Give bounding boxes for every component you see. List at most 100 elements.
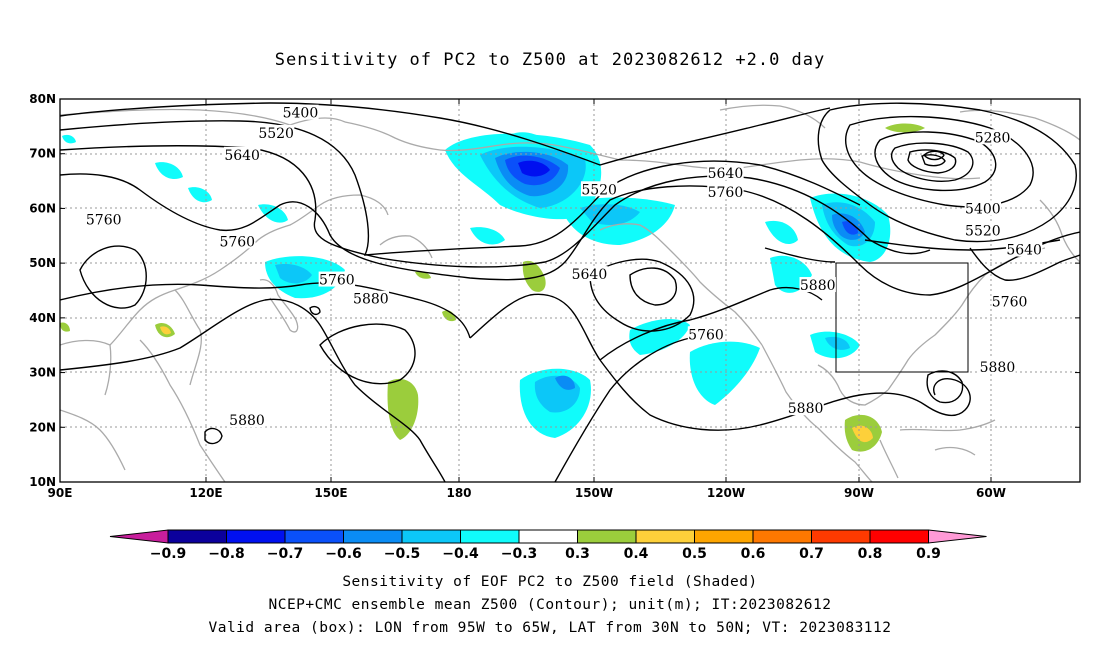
contour-label-bg xyxy=(571,266,608,282)
colorbar-label: −0.6 xyxy=(325,546,362,562)
contour-label: 5760 xyxy=(688,327,724,343)
contour-label-bg xyxy=(974,129,1011,145)
valid-area-box xyxy=(835,262,969,373)
contour-label: 5400 xyxy=(283,106,319,122)
footer-contour-caption: NCEP+CMC ensemble mean Z500 (Contour); u… xyxy=(268,597,832,613)
contour-5760-main xyxy=(60,173,1080,296)
contour-5280-low xyxy=(844,115,1034,208)
contour-label-bg xyxy=(979,359,1016,375)
chart-title: Sensitivity of PC2 to Z500 at 2023082612… xyxy=(274,50,826,70)
colorbar-swatch xyxy=(752,529,812,544)
colorbar-label: −0.9 xyxy=(150,546,187,562)
map-frame xyxy=(59,98,1081,483)
contour-label: 5400 xyxy=(965,201,1001,217)
contour-5640 xyxy=(60,145,931,268)
contour-5760-loop xyxy=(589,258,695,332)
contour-label: 5880 xyxy=(353,292,389,308)
z500-contours xyxy=(60,102,1080,482)
colorbar-label: 0.7 xyxy=(799,546,824,562)
colorbar-label: −0.4 xyxy=(442,546,479,562)
contour-label-bg xyxy=(318,271,356,287)
colorbar-max-arrow xyxy=(928,529,987,544)
colorbar-label: 0.9 xyxy=(916,546,941,562)
contour-label-bg xyxy=(707,184,744,200)
colorbar-label: −0.8 xyxy=(208,546,245,562)
colorbar-label: −0.3 xyxy=(501,546,538,562)
lat-tick-label: 40N xyxy=(29,311,56,325)
colorbar-swatch xyxy=(518,529,578,544)
contour-label-bg xyxy=(687,326,725,342)
graticule xyxy=(60,99,1080,482)
colorbar-swatch xyxy=(460,529,520,544)
coastlines xyxy=(60,104,1080,482)
contour-label-bg xyxy=(85,211,122,227)
colorbar-swatch xyxy=(343,529,403,544)
lon-tick-label: 120W xyxy=(707,486,745,500)
contour-label: 5640 xyxy=(572,267,608,283)
colorbar-label: 0.8 xyxy=(858,546,883,562)
colorbar-swatch xyxy=(401,529,461,544)
shade-region-central-pacific xyxy=(519,368,591,438)
contour-low-ring-6 xyxy=(921,154,946,167)
colorbar-min-arrow xyxy=(109,529,169,544)
footer-valid-area-caption: Valid area (box): LON from 95W to 65W, L… xyxy=(208,620,892,636)
footer-shaded-caption: Sensitivity of EOF PC2 to Z500 field (Sh… xyxy=(342,574,758,590)
lon-tick-label: 60W xyxy=(976,486,1006,500)
contour-label-bg xyxy=(580,181,618,197)
lat-tick-label: 30N xyxy=(29,366,56,380)
contour-label: 5640 xyxy=(1006,242,1042,258)
contour-low-ring-4 xyxy=(890,142,974,182)
contour-label: 5880 xyxy=(800,278,836,294)
contour-label-bg xyxy=(228,412,266,428)
lon-tick-label: 180 xyxy=(446,486,471,500)
contour-label: 5280 xyxy=(975,130,1011,146)
contour-label-bg xyxy=(257,124,295,140)
contour-label: 5760 xyxy=(319,273,355,289)
contour-label-bg xyxy=(352,290,390,306)
contour-label: 5520 xyxy=(965,223,1001,239)
contour-labels: 5400 5520 5640 5760 5760 5760 5880 5520 5640 5640… xyxy=(85,104,1043,429)
lat-tick-label: 80N xyxy=(29,92,56,106)
colorbar-swatch xyxy=(284,529,344,544)
contour-label: 5520 xyxy=(258,126,294,142)
contour-label-bg xyxy=(219,233,256,249)
colorbar-label: 0.3 xyxy=(565,546,590,562)
colorbar-swatch xyxy=(869,529,929,544)
lon-tick-label: 90W xyxy=(844,486,874,500)
contour-5880-canada xyxy=(764,247,836,263)
shade-region-northeast-pacific xyxy=(629,318,760,405)
contour-5880-small xyxy=(204,427,223,445)
colorbar: −0.9 −0.8 −0.7 −0.6 −0.5 −0.4 −0.3 0.3 0.4 0.5 0.6… xyxy=(109,529,987,562)
contour-label: 5880 xyxy=(788,401,824,417)
lon-tick-label: 150W xyxy=(575,486,613,500)
contour-label: 5760 xyxy=(708,185,744,201)
contour-label-bg xyxy=(707,164,744,180)
contour-5880-tail xyxy=(554,337,691,482)
lat-tick-label: 60N xyxy=(29,201,56,215)
lat-tick-label: 10N xyxy=(29,475,56,489)
latitude-axis: 80N 70N 60N 50N 40N 30N 20N 10N xyxy=(29,92,1080,489)
contour-label: 5760 xyxy=(86,212,122,228)
contour-label-bg xyxy=(1005,241,1043,257)
contour-5880-west xyxy=(60,282,471,339)
lon-tick-label: 90E xyxy=(48,486,73,500)
contour-label-bg xyxy=(787,400,824,416)
contour-label-bg xyxy=(282,104,319,120)
contour-label-bg xyxy=(991,293,1028,309)
contour-label: 5640 xyxy=(708,166,744,182)
contour-label: 5640 xyxy=(224,148,260,164)
contour-label: 5760 xyxy=(992,294,1028,310)
colorbar-swatch xyxy=(635,529,695,544)
contour-5880-atlantic xyxy=(926,370,964,404)
contour-label-bg xyxy=(223,146,261,162)
contour-low-center xyxy=(923,150,945,161)
colorbar-label: 0.6 xyxy=(741,546,766,562)
contour-5400-low xyxy=(817,102,1077,243)
shade-region-alaska xyxy=(470,197,675,245)
contour-5400-north xyxy=(60,102,831,166)
lat-tick-label: 50N xyxy=(29,256,56,270)
contour-label: 5880 xyxy=(980,360,1016,376)
colorbar-swatch xyxy=(577,529,637,544)
contour-5760-pocket xyxy=(79,245,147,309)
colorbar-label: −0.7 xyxy=(267,546,304,562)
